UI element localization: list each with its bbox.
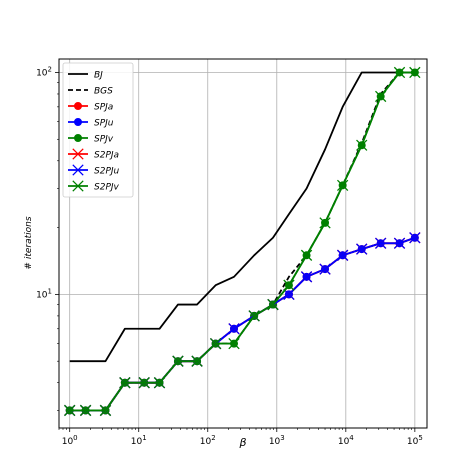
data-point-s2pju <box>336 249 349 261</box>
data-point-s2pju <box>319 263 331 275</box>
data-point-s2pjv <box>356 139 368 151</box>
data-point-s2pjv <box>138 377 150 389</box>
legend-marker-s2pjv <box>72 180 84 192</box>
data-point-s2pju-stroke-b <box>336 249 349 261</box>
data-point-s2pjv <box>375 90 387 103</box>
legend-label-spju: SPJu <box>94 119 114 129</box>
data-point-s2pju-stroke-b <box>319 263 331 275</box>
data-point-s2pjv <box>300 249 313 261</box>
y-tick-label: 101 <box>36 287 52 300</box>
data-point-s2pjv <box>191 355 203 367</box>
data-point-s2pjv <box>319 217 331 229</box>
data-point-s2pjv <box>172 355 184 367</box>
x-tick-label: 101 <box>131 434 147 447</box>
legend-label-spjv: SPJv <box>94 135 114 145</box>
data-point-s2pjv <box>393 66 406 79</box>
data-point-s2pjv-stroke-b <box>300 249 313 261</box>
legend-label-s2pju: S2PJu <box>94 167 120 177</box>
data-point-s2pjv-stroke-b <box>191 355 203 367</box>
data-point-s2pjv-stroke-b <box>356 139 368 151</box>
series-line-bj <box>69 71 415 363</box>
series-bj <box>69 71 415 363</box>
axis-ticks: 100 101 102 103 104 105 101 102 <box>36 65 423 447</box>
data-point-s2pjv-stroke-b <box>138 377 150 389</box>
legend-marker-s2pju-stroke-b <box>72 164 84 176</box>
legend-label-bgs: BGS <box>94 87 113 97</box>
data-point-s2pjv-stroke-b <box>393 66 406 79</box>
data-point-s2pjv-stroke-b <box>64 404 76 417</box>
legend-marker-spju <box>74 118 83 127</box>
series-line-s2pjv <box>69 71 415 412</box>
data-point-s2pjv-stroke-b <box>336 179 349 192</box>
legend-label-spja: SPJa <box>94 103 113 113</box>
legend-box <box>62 62 134 198</box>
series-s2pjv <box>64 66 421 417</box>
data-point-s2pjv <box>119 377 131 389</box>
data-point-s2pjv <box>99 404 112 417</box>
data-point-s2pju <box>300 271 313 283</box>
legend-marker-s2pja-stroke-b <box>72 148 84 160</box>
legend-label-s2pjv: S2PJv <box>94 183 120 193</box>
x-tick-label: 103 <box>269 434 285 447</box>
data-point-s2pju-stroke-b <box>300 271 313 283</box>
legend-marker-s2pju <box>72 164 84 176</box>
data-point-s2pjv-stroke-b <box>153 377 166 389</box>
data-point-s2pjv <box>153 377 166 389</box>
data-point-s2pju-stroke-b <box>409 232 421 244</box>
data-point-s2pju <box>375 237 387 249</box>
legend-marker-s2pja <box>72 148 84 160</box>
legend-label-bj: BJ <box>94 71 103 81</box>
data-point-s2pjv <box>209 337 222 350</box>
x-axis-label: β <box>238 436 246 449</box>
data-point-s2pjv <box>248 310 260 322</box>
y-axis-label: # iterations <box>24 216 34 269</box>
data-point-s2pjv-stroke-b <box>99 404 112 417</box>
data-point-s2pjv-stroke-b <box>172 355 184 367</box>
y-tick-label: 102 <box>36 65 52 78</box>
data-point-s2pjv <box>267 298 279 311</box>
data-point-s2pjv-stroke-b <box>283 279 295 291</box>
data-point-s2pjv <box>283 279 295 291</box>
data-point-s2pju-stroke-b <box>228 323 240 335</box>
x-tick-label: 105 <box>407 434 423 447</box>
data-point-s2pjv <box>409 66 421 79</box>
x-tick-label: 102 <box>200 434 216 447</box>
data-point-s2pjv-stroke-b <box>375 90 387 103</box>
data-point-s2pju-stroke-b <box>393 237 406 249</box>
data-point-s2pju <box>283 288 295 301</box>
data-point-s2pjv-stroke-b <box>409 66 421 79</box>
data-point-s2pju-stroke-b <box>283 288 295 301</box>
legend-label-s2pja: S2PJa <box>94 151 119 161</box>
legend-marker-s2pjv-stroke-b <box>72 180 84 192</box>
data-point-s2pjv-stroke-b <box>119 377 131 389</box>
x-tick-label: 104 <box>338 434 354 447</box>
plot-frame <box>58 58 428 429</box>
data-point-s2pjv-stroke-b <box>228 337 240 350</box>
legend-marker-spja <box>74 102 83 111</box>
data-point-s2pju-stroke-b <box>375 237 387 249</box>
legend: BJ BGS SPJa SPJu SPJv S2PJa S2PJu S2PJv <box>62 62 134 198</box>
data-point-s2pjv-stroke-b <box>209 337 222 350</box>
data-point-s2pjv-stroke-b <box>79 404 92 417</box>
data-point-s2pju <box>356 243 368 255</box>
data-point-s2pju-stroke-b <box>356 243 368 255</box>
x-tick-label: 100 <box>62 434 78 447</box>
data-point-s2pjv <box>79 404 92 417</box>
data-point-s2pjv <box>64 404 76 417</box>
data-point-s2pjv <box>228 337 240 350</box>
data-point-s2pjv-stroke-b <box>319 217 331 229</box>
data-point-s2pjv <box>336 179 349 192</box>
legend-marker-spjv <box>74 133 83 142</box>
data-point-s2pju <box>409 232 421 244</box>
data-point-s2pju <box>228 323 240 335</box>
series-lines <box>64 66 421 417</box>
data-point-s2pjv-stroke-b <box>248 310 260 322</box>
data-point-s2pjv-stroke-b <box>267 298 279 311</box>
data-point-s2pju <box>393 237 406 249</box>
